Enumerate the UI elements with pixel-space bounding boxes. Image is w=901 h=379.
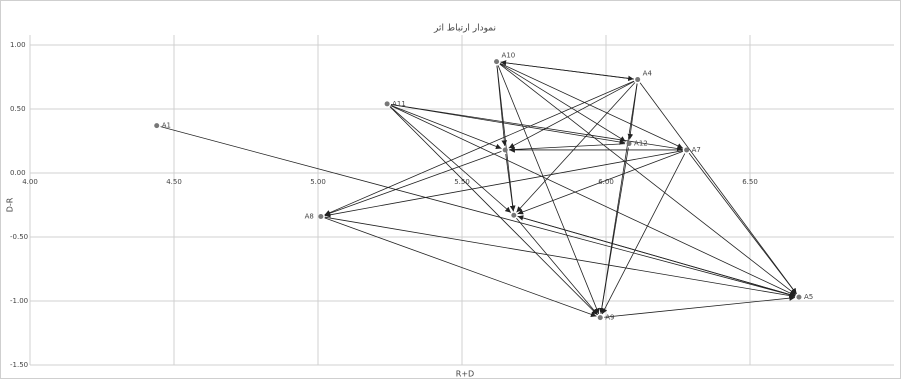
point [384,101,390,107]
arrow [496,65,516,212]
point [318,214,324,220]
y-tick-label: -0.50 [10,233,28,241]
arrow [390,105,796,296]
arrow [389,106,598,316]
x-tick-label: 5.00 [310,178,326,186]
y-axis-label: D-R [6,197,15,212]
arrow [160,126,796,298]
arrow [517,215,796,297]
point-label: A11 [392,100,406,108]
x-tick-label: 6.00 [598,178,614,186]
x-tick-label: 6.50 [742,178,758,186]
arrow [604,295,796,318]
point [796,294,802,300]
point-label: A9 [605,314,614,322]
arrow [499,63,797,296]
arrow [324,217,597,318]
point-label: A8 [305,213,314,221]
arrow [509,143,626,153]
arrow [599,147,629,314]
arrow [389,106,512,213]
point [597,315,603,321]
y-tick-label: 1.00 [10,41,26,49]
arrow [324,150,683,218]
y-tick-label: 0.00 [10,169,26,177]
arrow [516,218,598,315]
y-tick-label: -1.50 [10,361,28,369]
y-tick-label: -1.00 [10,297,28,305]
arrow [499,63,626,142]
x-axis-label: R+D [456,370,474,379]
point [626,141,632,147]
arrow [500,62,684,149]
point [684,147,690,153]
point [494,59,500,65]
x-tick-label: 4.00 [22,178,38,186]
y-tick-label: 0.50 [10,105,26,113]
point [502,147,508,153]
arrow [688,152,797,295]
arrow [324,80,635,216]
point-label: A1 [162,122,171,130]
x-tick-label: 5.50 [454,178,470,186]
arrow [639,82,797,295]
point [511,212,517,218]
arrow [391,104,683,152]
arrow [508,81,635,149]
point-label: A12 [634,140,648,148]
point-label: A4 [643,70,653,78]
arrow [324,150,502,216]
point-label: A5 [804,293,813,301]
x-tick-label: 4.50 [166,178,182,186]
point [635,77,641,83]
chart-title: نمودار ارتباط اثر [433,24,496,34]
arrow [505,153,516,212]
arrow [516,82,636,213]
arrow [391,104,626,145]
arrow [627,83,638,140]
arrow [390,104,502,150]
arrow [500,60,634,80]
arrow [601,153,686,315]
point-label: A10 [502,52,516,60]
arrow [324,216,796,299]
arrow [517,150,684,215]
point-label: A7 [692,146,701,154]
arrow [497,65,600,315]
point [154,123,160,129]
